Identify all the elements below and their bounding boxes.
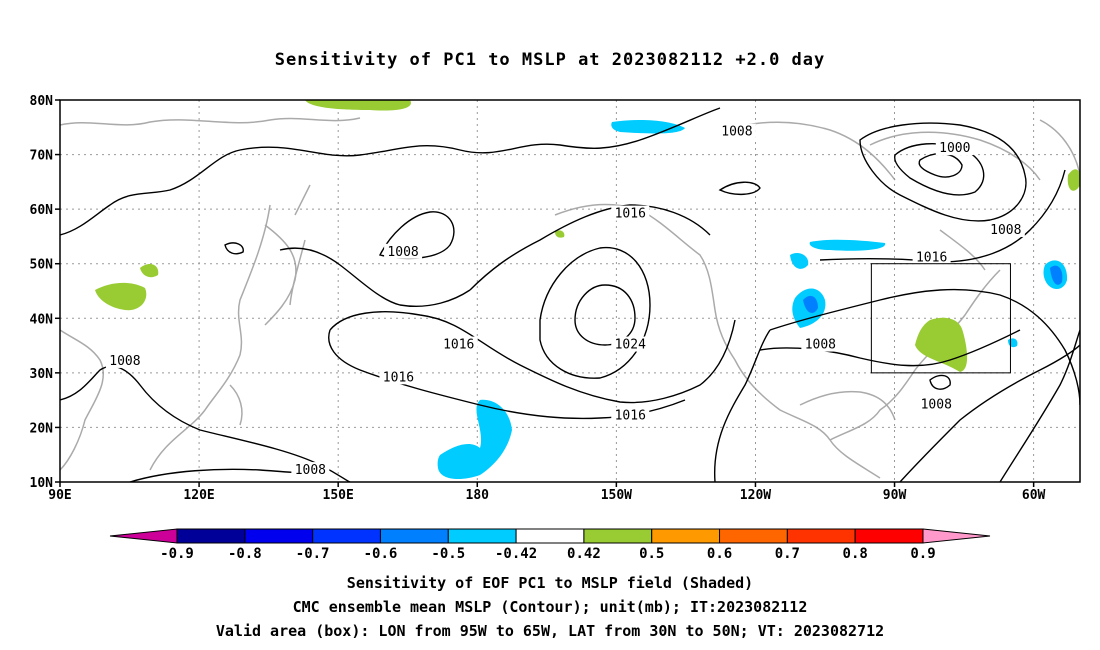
caption-line-1: Sensitivity of EOF PC1 to MSLP field (Sh… <box>346 574 754 592</box>
colorbar-label: 0.42 <box>567 546 601 562</box>
contour-label-bg <box>611 407 650 423</box>
lon-label: 180 <box>466 488 490 503</box>
lon-label: 90W <box>883 488 907 503</box>
shade-positive <box>555 230 565 238</box>
colorbar-label: 0.5 <box>639 546 664 562</box>
contour-label-bg <box>912 249 951 265</box>
colorbar-swatch <box>176 528 246 544</box>
lat-label: 30N <box>30 367 54 382</box>
colorbar-labels: -0.9 -0.8 -0.7 -0.6 -0.5 -0.42 0.42 0.5 0.6 0.7 0.… <box>160 546 936 562</box>
contour-label: 1016 <box>383 370 414 385</box>
colorbar-label: -0.6 <box>364 546 398 562</box>
shade-negative <box>1008 338 1018 348</box>
colorbar-label: -0.5 <box>431 546 465 562</box>
caption-line-3: Valid area (box): LON from 95W to 65W, L… <box>215 622 885 640</box>
contour-label-bg <box>935 140 974 156</box>
latitude-labels: 80N 70N 60N 50N 40N 30N 20N 10N <box>30 94 60 491</box>
lon-label: 150W <box>601 488 632 503</box>
colorbar-swatch <box>583 528 653 544</box>
contour-label: 1000 <box>939 141 970 156</box>
lon-label: 150E <box>323 488 354 503</box>
contour-label-bg <box>611 336 650 352</box>
lat-label: 10N <box>30 476 54 491</box>
lon-label: 90E <box>48 488 71 503</box>
lon-label: 120W <box>740 488 771 503</box>
lat-label: 40N <box>30 312 54 327</box>
lat-label: 80N <box>30 94 54 109</box>
colorbar-label: -0.9 <box>160 546 194 562</box>
colorbar-label: 0.7 <box>775 546 800 562</box>
colorbar-swatch <box>515 528 585 544</box>
lat-label: 20N <box>30 421 54 436</box>
mslp-contours <box>60 107 1080 482</box>
colorbar-swatch <box>922 528 991 544</box>
colorbar-swatch <box>651 528 721 544</box>
lat-label: 60N <box>30 203 54 218</box>
figure-title: Sensitivity of PC1 to MSLP at 2023082112… <box>274 50 826 70</box>
contour-label: 1008 <box>295 463 326 478</box>
longitude-labels: 90E 120E 150E 180 150W 120W 90W 60W <box>48 482 1046 503</box>
colorbar-label: -0.8 <box>228 546 262 562</box>
colorbar-swatch <box>719 528 788 544</box>
contour-label-bg <box>384 243 423 259</box>
shade-negative <box>809 239 886 251</box>
contour-label: 1008 <box>721 125 752 140</box>
colorbar-label: -0.42 <box>495 546 537 562</box>
contour-label: 1008 <box>921 398 952 413</box>
contour-labels: 1008 1000 1008 1016 1008 1016 1016 1024 1008 1008… <box>105 123 1025 478</box>
contour-label: 1016 <box>916 250 947 265</box>
contour-label: 1016 <box>443 338 474 353</box>
colorbar-swatch <box>447 528 517 544</box>
contour-label-bg <box>291 462 330 478</box>
caption-line-2: CMC ensemble mean MSLP (Contour); unit(m… <box>292 598 808 616</box>
contour-label: 1008 <box>805 338 836 353</box>
contour-label-bg <box>611 205 650 221</box>
shade-negative <box>790 253 809 269</box>
colorbar-swatch <box>109 528 178 544</box>
lon-label: 60W <box>1022 488 1046 503</box>
colorbar-label: 0.8 <box>843 546 868 562</box>
lat-label: 70N <box>30 149 54 164</box>
shade-negative <box>803 295 818 313</box>
contour-label: 1016 <box>615 409 646 424</box>
colorbar-label: 0.9 <box>910 546 935 562</box>
colorbar-swatch <box>854 528 924 544</box>
shade-positive <box>305 100 411 111</box>
contour-label-bg <box>801 336 840 352</box>
contour-label-bg <box>917 396 956 412</box>
contour-label-bg <box>986 221 1025 237</box>
contour-label: 1008 <box>387 245 418 260</box>
contour-label-bg <box>379 369 418 385</box>
contour-label: 1016 <box>615 207 646 222</box>
shade-positive <box>140 264 159 278</box>
lat-label: 50N <box>30 258 54 273</box>
contour-label: 1008 <box>990 223 1021 238</box>
colorbar-swatch <box>379 528 449 544</box>
colorbar-label: -0.7 <box>296 546 330 562</box>
shade-positive <box>915 317 968 372</box>
map-frame <box>59 99 1081 483</box>
contour-label-bg <box>439 336 478 352</box>
shade-positive <box>95 282 147 311</box>
coastlines <box>60 117 1080 479</box>
graticule <box>60 100 1080 482</box>
contour-label-bg <box>717 123 756 139</box>
shade-positive <box>1067 169 1080 191</box>
sensitivity-shading <box>95 100 1080 480</box>
contour-label-bg <box>105 352 144 368</box>
colorbar <box>109 528 991 544</box>
shade-negative <box>1050 265 1063 285</box>
valid-area-box <box>870 263 1011 374</box>
lon-label: 120E <box>183 488 214 503</box>
colorbar-label: 0.6 <box>707 546 732 562</box>
contour-label: 1024 <box>615 338 646 353</box>
shade-negative <box>437 399 512 480</box>
colorbar-swatch <box>312 528 381 544</box>
colorbar-swatch <box>244 528 314 544</box>
contour-label: 1008 <box>109 354 140 369</box>
colorbar-swatch <box>786 528 856 544</box>
